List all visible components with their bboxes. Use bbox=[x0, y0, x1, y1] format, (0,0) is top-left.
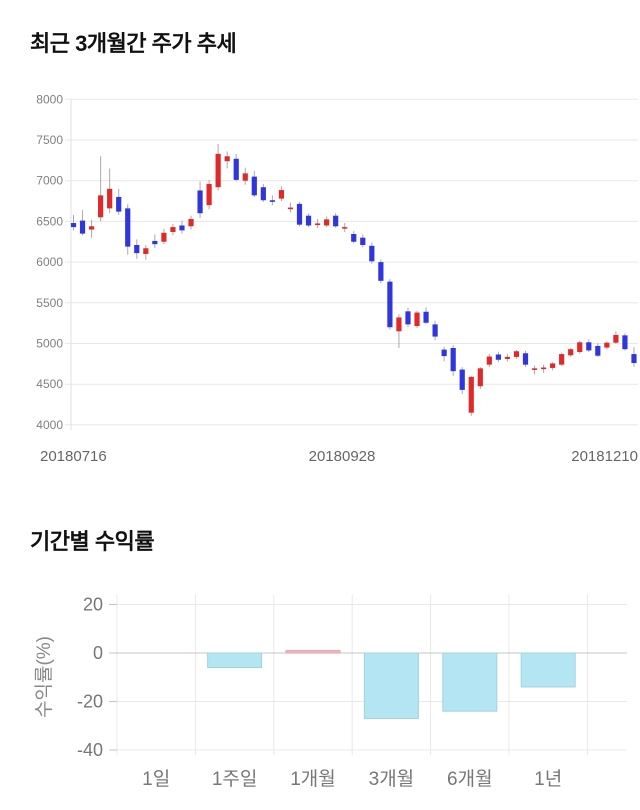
category-label: 1년 bbox=[534, 768, 562, 790]
candle-body bbox=[586, 342, 592, 351]
candle-body bbox=[143, 248, 149, 254]
candle-body bbox=[378, 262, 384, 281]
candle-body bbox=[206, 183, 212, 206]
y-tick-label: 4000 bbox=[36, 418, 63, 432]
category-label: 1일 bbox=[142, 768, 170, 790]
candle-body bbox=[88, 226, 95, 230]
candle-body bbox=[531, 368, 538, 370]
candle-body bbox=[342, 227, 348, 229]
candle-body bbox=[387, 281, 393, 328]
candle-body bbox=[559, 354, 565, 365]
candle-body bbox=[98, 195, 104, 218]
y-tick-label: 6500 bbox=[36, 214, 63, 228]
candle-body bbox=[188, 218, 194, 227]
candle-body bbox=[577, 342, 583, 353]
y-tick-label: 0 bbox=[93, 643, 103, 663]
candle-body bbox=[540, 367, 547, 370]
return-bar bbox=[520, 652, 576, 688]
candle-body bbox=[179, 225, 185, 231]
x-axis-label: 20180928 bbox=[309, 448, 376, 465]
candle-body bbox=[296, 203, 303, 225]
candle-body bbox=[369, 245, 375, 262]
candle-body bbox=[432, 324, 438, 337]
y-tick-label: -20 bbox=[77, 692, 103, 712]
candle-body bbox=[70, 223, 77, 228]
category-label: 1주일 bbox=[212, 768, 258, 790]
candle-body bbox=[568, 349, 574, 356]
y-tick-label: 5500 bbox=[36, 296, 63, 310]
candle-body bbox=[477, 368, 483, 387]
y-tick-label: 7000 bbox=[36, 174, 63, 188]
candle-body bbox=[152, 240, 158, 245]
candle-body bbox=[116, 196, 122, 212]
y-tick-label: 7500 bbox=[36, 133, 63, 147]
candle-body bbox=[197, 190, 203, 214]
candle-body bbox=[333, 215, 339, 227]
candle-body bbox=[161, 232, 167, 242]
candle-body bbox=[269, 200, 275, 202]
candle-body bbox=[604, 342, 610, 348]
candle-body bbox=[459, 369, 465, 390]
candle-body bbox=[287, 207, 294, 210]
candle-body bbox=[486, 356, 492, 365]
candle-body bbox=[314, 223, 321, 226]
candle-body bbox=[242, 173, 248, 181]
returns-chart-title: 기간별 수익률 bbox=[30, 529, 155, 554]
candle-body bbox=[450, 347, 456, 372]
candle-body bbox=[233, 158, 239, 180]
y-tick-label: -40 bbox=[77, 740, 103, 760]
candle-body bbox=[170, 227, 176, 232]
candle-body bbox=[125, 208, 131, 247]
candle-body bbox=[134, 245, 140, 254]
y-axis-title: 수익률(%) bbox=[33, 636, 55, 718]
candle-body bbox=[351, 234, 357, 242]
price-trend-candlestick-chart: 8000 7500 7000 6500 6000 5500 5000 4500 4000 2018… bbox=[36, 92, 638, 465]
candle-body bbox=[324, 219, 330, 226]
x-axis-label: 20181210 bbox=[571, 448, 638, 465]
return-bar bbox=[207, 652, 263, 669]
candle-body bbox=[468, 376, 474, 413]
candle-body bbox=[405, 311, 411, 325]
price-chart-title: 최근 3개월간 주가 추세 bbox=[30, 31, 237, 56]
candle-body bbox=[522, 353, 529, 365]
candle-body bbox=[495, 354, 501, 360]
candle-body bbox=[215, 153, 221, 188]
candle-body bbox=[441, 349, 447, 357]
candle-body bbox=[79, 220, 86, 234]
category-label: 1개월 bbox=[290, 768, 336, 790]
y-tick-label: 6000 bbox=[36, 255, 63, 269]
candle-body bbox=[423, 311, 429, 323]
candle-body bbox=[107, 188, 113, 209]
candle-body bbox=[305, 215, 312, 226]
return-bar bbox=[442, 652, 498, 712]
return-bar bbox=[363, 652, 419, 719]
y-tick-label: 20 bbox=[83, 595, 103, 615]
category-label: 6개월 bbox=[447, 768, 493, 790]
category-label: 3개월 bbox=[369, 768, 415, 790]
y-tick-label: 4500 bbox=[36, 377, 63, 391]
candle-body bbox=[613, 334, 619, 343]
x-axis-label: 20180716 bbox=[40, 448, 107, 465]
y-tick-label: 8000 bbox=[36, 92, 63, 106]
candle-body bbox=[251, 176, 257, 196]
candle-body bbox=[278, 190, 285, 199]
candle-body bbox=[513, 351, 520, 357]
candle-body bbox=[396, 317, 402, 332]
candle-body bbox=[631, 354, 637, 364]
period-returns-bar-chart: 20 0 -20 -40 1일 1주일 1개월 3개월 6개월 1년 수익률(%) bbox=[33, 594, 627, 790]
candle-body bbox=[550, 363, 556, 368]
candle-body bbox=[224, 156, 230, 162]
candle-body bbox=[504, 356, 511, 359]
y-tick-label: 5000 bbox=[36, 337, 63, 351]
candle-body bbox=[260, 187, 266, 201]
candle-body bbox=[414, 312, 420, 326]
candle-body bbox=[595, 345, 601, 356]
return-bar bbox=[285, 650, 341, 654]
candle-body bbox=[622, 335, 628, 350]
candle-body bbox=[360, 237, 366, 246]
